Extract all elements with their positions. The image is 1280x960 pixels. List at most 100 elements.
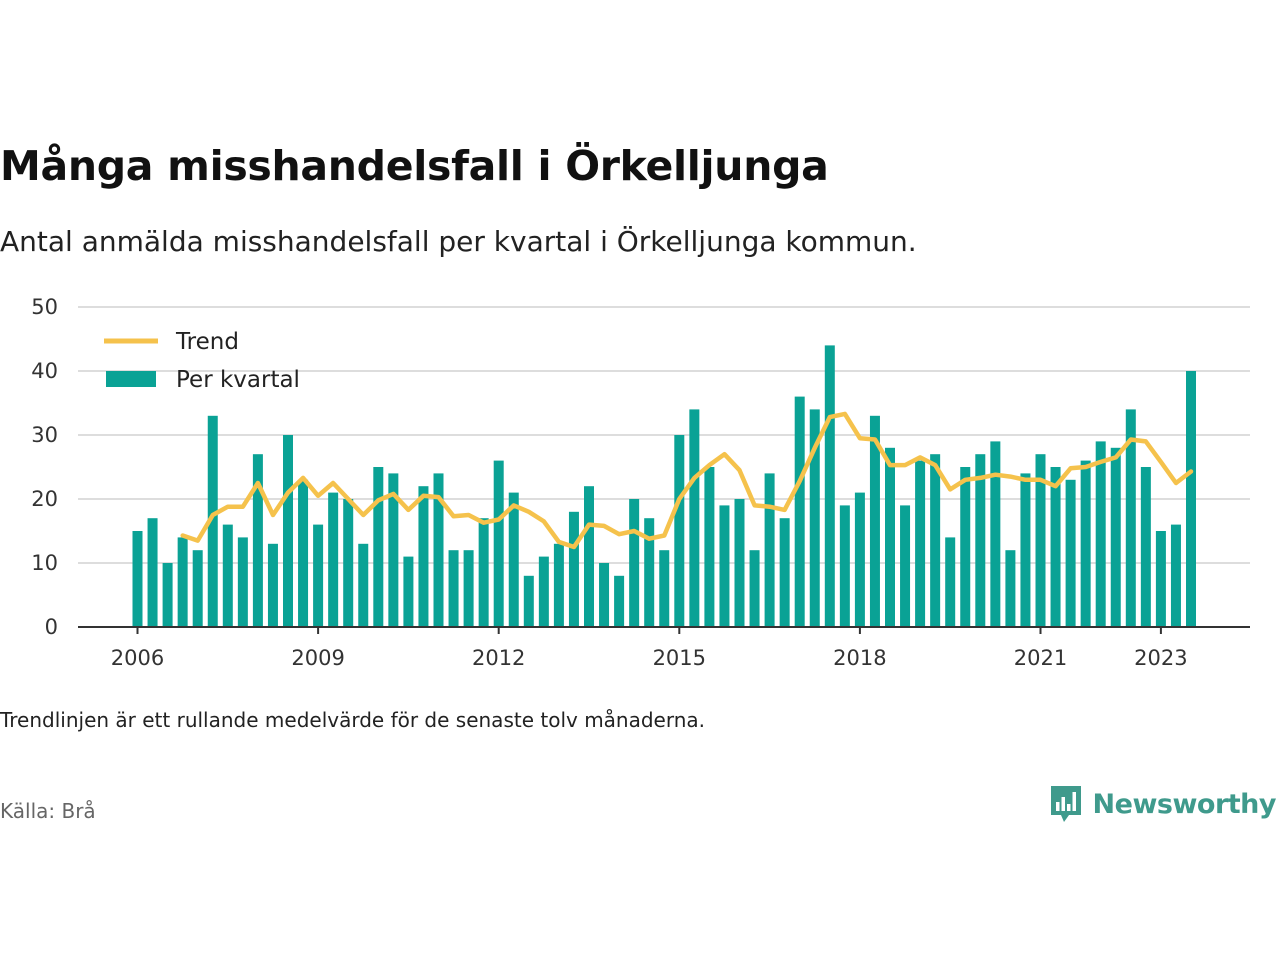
bar [990,441,1001,627]
bar [1005,550,1016,627]
bar [930,454,941,627]
bar [538,556,549,627]
x-tick-label: 2023 [1134,646,1187,670]
bar [915,460,926,627]
bar [358,543,369,627]
x-tick-label: 2012 [472,646,525,670]
bar [1035,454,1046,627]
bar [313,524,324,627]
bar [267,543,278,627]
y-tick-label: 30 [31,423,58,447]
bar [975,454,986,627]
bar [373,467,384,627]
y-tick-label: 10 [31,551,58,575]
bar [779,518,790,627]
bar [1140,467,1151,627]
bar [1186,371,1196,627]
bar [298,479,309,627]
bar [869,415,880,627]
bar [192,550,203,627]
axes: 0 10 20 30 40 50 2006 2009 2012 2015 2018 2021 2023 [31,295,1250,670]
bar [1080,460,1091,627]
bar [659,550,670,627]
x-tick-label: 2015 [653,646,706,670]
bar [493,460,504,627]
bar [283,435,293,627]
bar [1095,441,1106,627]
bar [222,524,233,627]
bar [343,499,354,627]
bar [674,435,685,627]
bar [433,473,444,627]
bar [132,531,143,627]
brand-logo: Newsworthy [1049,784,1277,824]
source-label: Källa: Brå [0,799,96,823]
bar [584,486,594,627]
chart-subtitle: Antal anmälda misshandelsfall per kvarta… [0,225,917,258]
bar [960,467,971,627]
bar [1155,531,1166,627]
bar [508,492,519,627]
x-tick-label: 2018 [833,646,886,670]
bar [794,396,805,627]
bar [403,556,414,627]
x-tick-label: 2009 [291,646,344,670]
bar [629,499,640,627]
bar [418,486,429,627]
bar [809,409,820,627]
bar [553,543,564,627]
bar [1050,467,1061,627]
bar [719,505,730,627]
bar [599,563,610,627]
bar [689,409,700,627]
trend-series [180,411,1194,550]
bar [388,473,399,627]
legend-bar-swatch [106,371,156,387]
bar [1020,473,1031,627]
bar [644,518,655,627]
bar [900,505,911,627]
bar [237,537,248,627]
bar [824,345,835,627]
bar [614,575,625,627]
trend-line [180,411,1194,550]
bar [162,563,173,627]
bar [568,511,579,627]
footnote: Trendlinjen är ett rullande medelvärde f… [0,708,706,732]
brand-name: Newsworthy [1092,788,1277,820]
x-tick-label: 2021 [1014,646,1067,670]
bar [328,492,339,627]
bar [523,575,534,627]
bar [1065,479,1076,627]
bar [704,467,715,627]
bar [734,499,745,627]
bar [945,537,956,627]
bar [448,550,459,627]
y-tick-label: 40 [31,359,58,383]
bar [749,550,760,627]
x-tick-label: 2006 [111,646,164,670]
bar [1110,447,1121,627]
bar-series [132,345,1196,627]
bar [764,473,775,627]
bar [252,454,263,627]
bar-chart-speech-bubble-icon [1050,786,1081,822]
bar [1125,409,1136,627]
y-tick-label: 20 [31,487,58,511]
bar [478,518,489,627]
chart-title: Många misshandelsfall i Örkelljunga [0,142,829,190]
bar [1170,524,1181,627]
bar [854,492,865,627]
legend-bar-label: Per kvartal [176,367,300,393]
legend-trend-label: Trend [175,329,239,355]
bar [147,518,158,627]
bar [885,447,895,627]
bar [207,415,218,627]
bar [463,550,474,627]
legend: Trend Per kvartal [104,329,300,393]
bar [177,537,188,627]
bar [839,505,850,627]
y-tick-label: 0 [45,615,58,639]
y-tick-label: 50 [31,295,58,319]
